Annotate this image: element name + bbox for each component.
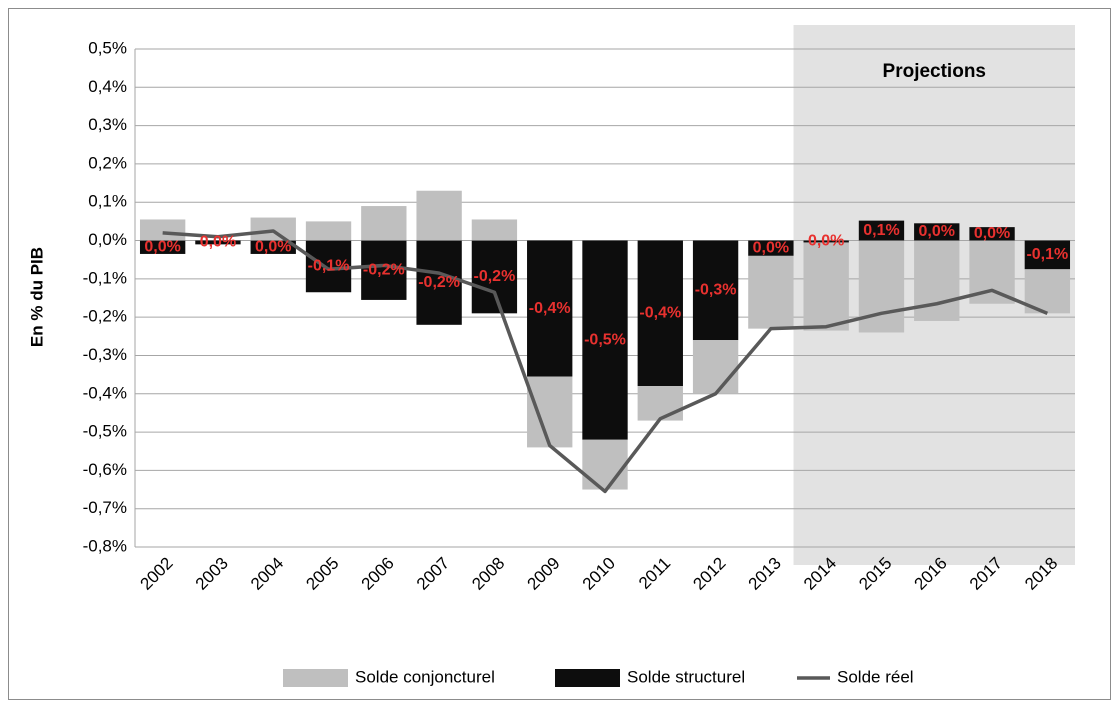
legend-swatch <box>283 669 348 687</box>
value-label: 0,0% <box>144 238 180 255</box>
shaded-region-label: Projections <box>883 61 986 82</box>
bar <box>582 439 628 490</box>
bar <box>195 240 241 245</box>
value-label: -0,2% <box>474 268 516 285</box>
value-label: -0,2% <box>418 274 460 291</box>
bar <box>803 240 849 243</box>
bar <box>914 240 960 321</box>
bar <box>250 240 296 254</box>
bar <box>139 219 186 241</box>
bar <box>637 386 683 421</box>
legend-label: Solde conjoncturel <box>355 667 495 686</box>
bar <box>692 340 739 394</box>
bar <box>527 240 573 377</box>
y-axis-label: En % du PIB <box>27 247 46 347</box>
bar <box>471 219 518 241</box>
value-label: 0,0% <box>919 223 955 240</box>
bar <box>471 240 518 314</box>
value-label: 0,0% <box>974 225 1010 242</box>
value-label: -0,1% <box>308 258 350 275</box>
bar <box>416 190 462 241</box>
y-tick-label: 0,4% <box>88 77 127 96</box>
bar <box>305 221 352 241</box>
bar <box>914 223 960 241</box>
value-label: 0,1% <box>863 222 899 239</box>
bar <box>803 242 849 331</box>
y-tick-label: 0,5% <box>88 38 127 57</box>
y-tick-label: 0,3% <box>88 115 127 134</box>
value-label: 0,0% <box>255 238 291 255</box>
line <box>162 229 1049 494</box>
y-tick-label: 0,0% <box>88 230 127 249</box>
y-tick-label: 0,2% <box>88 153 127 172</box>
bar <box>969 227 1015 241</box>
bar <box>250 217 296 241</box>
y-tick-label: -0,8% <box>83 536 127 555</box>
bar <box>692 240 739 341</box>
value-label: -0,4% <box>639 305 681 322</box>
legend-label: Solde réel <box>837 667 914 686</box>
bar <box>748 240 794 256</box>
value-label: 0,0% <box>753 239 789 256</box>
bar <box>416 240 462 325</box>
bar <box>637 240 683 387</box>
bar <box>748 255 794 329</box>
bar <box>361 240 407 300</box>
y-tick-label: -0,7% <box>83 498 127 517</box>
bar <box>1024 240 1071 270</box>
legend-label: Solde structurel <box>627 667 745 686</box>
value-label: 0,0% <box>200 234 236 251</box>
y-tick-label: -0,2% <box>83 307 127 326</box>
value-label: -0,5% <box>584 331 626 348</box>
bar <box>582 240 628 440</box>
y-tick-label: 0,1% <box>88 192 127 211</box>
bar <box>361 206 407 241</box>
y-tick-label: -0,4% <box>83 383 127 402</box>
bar <box>305 240 352 293</box>
value-label: -0,2% <box>363 261 405 278</box>
value-label: 0,0% <box>808 233 844 250</box>
legend-swatch <box>555 669 620 687</box>
value-label: -0,3% <box>695 282 737 299</box>
y-tick-label: -0,1% <box>83 268 127 287</box>
value-label: -0,4% <box>529 300 571 317</box>
y-tick-label: -0,6% <box>83 460 127 479</box>
value-label: -0,1% <box>1026 246 1068 263</box>
bar <box>858 220 905 241</box>
y-tick-label: -0,3% <box>83 345 127 364</box>
bar <box>527 376 573 448</box>
bar <box>139 240 186 254</box>
y-tick-label: -0,5% <box>83 422 127 441</box>
